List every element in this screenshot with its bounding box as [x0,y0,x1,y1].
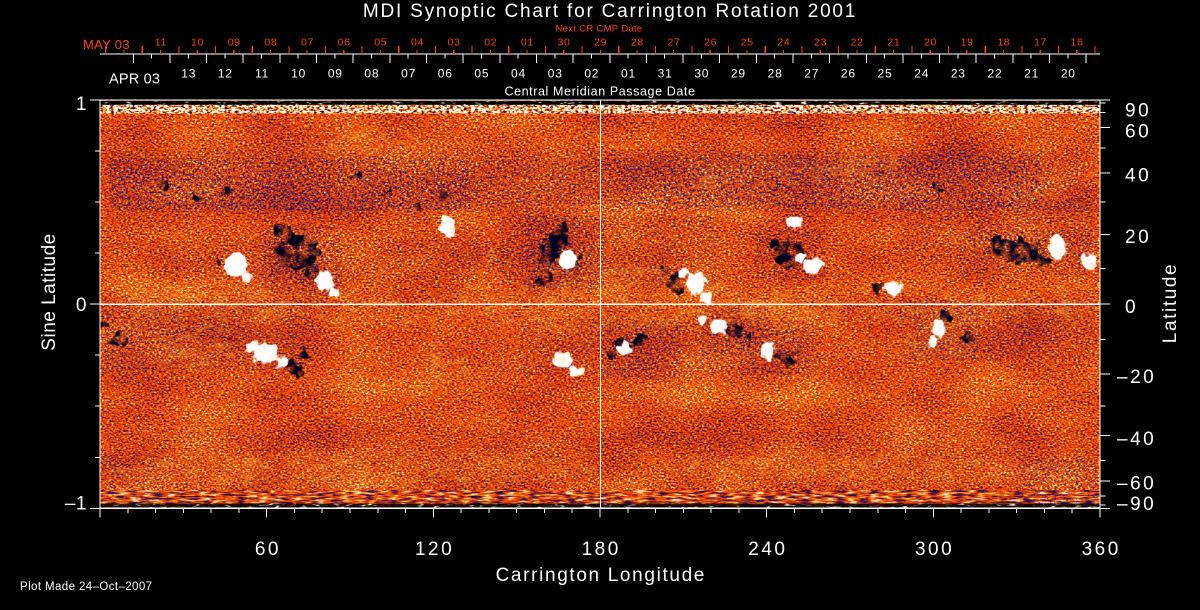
svg-text:25: 25 [741,36,754,48]
svg-text:MAY 03: MAY 03 [83,37,130,52]
svg-text:08: 08 [364,67,379,81]
svg-text:28: 28 [631,36,644,48]
svg-text:05: 05 [474,67,489,81]
svg-text:–20: –20 [1117,367,1156,388]
svg-text:24: 24 [914,67,929,81]
svg-text:120: 120 [415,539,454,560]
svg-text:20: 20 [1125,227,1151,248]
svg-text:04: 04 [411,36,424,48]
svg-text:22: 22 [851,36,864,48]
svg-text:22: 22 [988,67,1003,81]
svg-text:60: 60 [255,539,281,560]
svg-text:Latitude: Latitude [1160,263,1181,343]
svg-text:0: 0 [76,295,87,316]
svg-text:10: 10 [191,36,204,48]
svg-text:Central Meridian Passage Date: Central Meridian Passage Date [504,85,695,99]
svg-text:23: 23 [951,67,966,81]
svg-text:26: 26 [841,67,856,81]
svg-text:Next CR CMP Date: Next CR CMP Date [556,24,643,35]
svg-text:Plot Made 24–Oct–2007: Plot Made 24–Oct–2007 [20,581,152,593]
svg-text:20: 20 [1061,67,1076,81]
svg-text:APR 03: APR 03 [109,71,160,87]
svg-text:11: 11 [255,67,269,81]
svg-text:07: 07 [301,36,314,48]
svg-text:02: 02 [584,67,599,81]
svg-text:03: 03 [548,67,563,81]
svg-text:08: 08 [264,36,277,48]
svg-text:16: 16 [1071,36,1084,48]
svg-text:MDI Synoptic Chart for Carring: MDI Synoptic Chart for Carrington Rotati… [363,1,857,22]
svg-text:12: 12 [218,67,233,81]
svg-text:06: 06 [338,36,351,48]
svg-text:20: 20 [924,36,937,48]
svg-text:07: 07 [401,67,416,81]
svg-text:Sine Latitude: Sine Latitude [39,233,60,350]
svg-text:–1: –1 [65,494,87,515]
svg-text:–40: –40 [1117,429,1156,450]
svg-text:24: 24 [777,36,790,48]
svg-text:–90: –90 [1117,494,1156,515]
svg-text:26: 26 [704,36,717,48]
svg-text:18: 18 [997,36,1010,48]
svg-text:30: 30 [694,67,709,81]
svg-text:Carrington Longitude: Carrington Longitude [496,565,706,586]
svg-text:60: 60 [1125,122,1151,143]
svg-text:23: 23 [814,36,827,48]
svg-text:01: 01 [621,67,636,81]
svg-text:21: 21 [887,36,900,48]
svg-text:09: 09 [328,67,343,81]
svg-text:1: 1 [76,94,87,115]
svg-text:360: 360 [1082,539,1121,560]
svg-text:04: 04 [511,67,526,81]
svg-text:02: 02 [484,36,497,48]
svg-text:03: 03 [448,36,461,48]
svg-text:27: 27 [804,67,819,81]
svg-text:–60: –60 [1117,474,1156,495]
svg-text:11: 11 [155,36,167,48]
svg-text:0: 0 [1125,297,1138,318]
svg-text:06: 06 [438,67,453,81]
svg-text:30: 30 [557,36,570,48]
svg-text:19: 19 [961,36,974,48]
svg-text:25: 25 [878,67,893,81]
svg-text:13: 13 [181,67,196,81]
svg-text:05: 05 [374,36,387,48]
svg-text:29: 29 [594,36,607,48]
svg-text:29: 29 [731,67,746,81]
svg-text:300: 300 [915,539,954,560]
svg-text:180: 180 [582,539,621,560]
svg-text:240: 240 [748,539,787,560]
svg-text:09: 09 [228,36,241,48]
svg-text:10: 10 [291,67,306,81]
svg-text:40: 40 [1125,165,1151,186]
svg-text:90: 90 [1125,100,1151,121]
svg-text:28: 28 [768,67,783,81]
svg-text:31: 31 [658,67,673,81]
svg-text:01: 01 [521,36,534,48]
svg-text:21: 21 [1024,67,1039,81]
svg-text:17: 17 [1034,36,1047,48]
svg-text:27: 27 [667,36,680,48]
